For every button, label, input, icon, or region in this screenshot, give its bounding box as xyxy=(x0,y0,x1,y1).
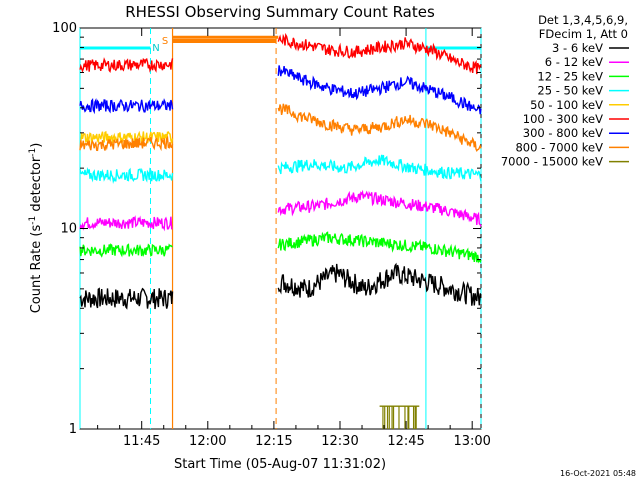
legend-label-3: 25 - 50 keV xyxy=(537,84,603,98)
series-1-segment-0 xyxy=(79,215,173,232)
y-axis-label: Count Rate (s-1 detector-1) xyxy=(28,143,44,314)
chart-title: RHESSI Observing Summary Count Rates xyxy=(125,3,435,21)
x-tick-label-0: 11:45 xyxy=(123,434,160,449)
series-2-segment-0 xyxy=(79,243,173,258)
y-tick-label-1: 10 xyxy=(60,222,77,237)
series-6-segment-0 xyxy=(79,97,174,115)
series-7-segment-0 xyxy=(79,135,174,152)
x-tick-label-5: 13:00 xyxy=(453,434,490,449)
legend-label-2: 12 - 25 keV xyxy=(537,69,603,83)
x-tick-label-4: 12:45 xyxy=(387,434,424,449)
series-5-segment-1 xyxy=(277,32,482,75)
series-3-segment-1 xyxy=(277,154,482,182)
x-tick-label-3: 12:30 xyxy=(321,434,358,449)
legend-header-line-2: FDecim 1, Att 0 xyxy=(539,27,628,41)
legend-header-line-1: Det 1,3,4,5,6,9, xyxy=(538,13,628,27)
night-flag: N xyxy=(152,43,159,54)
x-axis-label: Start Time (05-Aug-07 11:31:02) xyxy=(174,457,386,472)
series-0-segment-0 xyxy=(79,287,174,310)
legend-label-5: 100 - 300 keV xyxy=(523,112,603,126)
series-0-segment-1 xyxy=(277,262,482,306)
series-1-segment-1 xyxy=(277,189,482,227)
series-3-segment-0 xyxy=(79,167,174,184)
legend-label-4: 50 - 100 keV xyxy=(530,98,603,112)
legend-label-7: 800 - 7000 keV xyxy=(515,140,603,154)
series-5-segment-0 xyxy=(79,57,174,74)
legend-label-6: 300 - 800 keV xyxy=(523,126,603,140)
legend-label-0: 3 - 6 keV xyxy=(552,41,603,55)
timestamp: 16-Oct-2021 05:48 xyxy=(560,469,636,478)
legend-label-8: 7000 - 15000 keV xyxy=(501,155,603,169)
y-tick-label-0: 1 xyxy=(69,422,77,437)
legend-label-1: 6 - 12 keV xyxy=(545,55,603,69)
x-tick-label-2: 12:15 xyxy=(255,434,292,449)
x-tick-label-1: 12:00 xyxy=(189,434,226,449)
series-6-segment-1 xyxy=(277,65,482,115)
series-2-segment-1 xyxy=(277,231,482,264)
series-7-segment-2 xyxy=(277,103,482,153)
y-tick-label-2: 100 xyxy=(52,21,77,36)
series-4-segment-0 xyxy=(79,130,174,146)
saa-flag: S xyxy=(162,36,168,47)
